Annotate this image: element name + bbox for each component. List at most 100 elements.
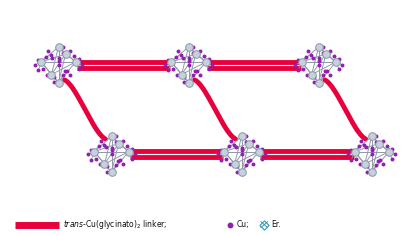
Point <box>102 146 109 149</box>
Point <box>256 150 262 153</box>
Text: Cu;: Cu; <box>237 220 249 229</box>
Point <box>55 45 62 49</box>
Point <box>247 158 253 162</box>
Point <box>336 67 342 71</box>
Point <box>238 170 245 174</box>
Point <box>185 45 192 49</box>
Point <box>227 163 233 166</box>
Point <box>250 163 256 166</box>
Point <box>189 51 196 55</box>
Point <box>60 51 66 55</box>
Point <box>361 143 368 147</box>
Point <box>324 69 330 72</box>
Point <box>231 143 238 147</box>
Point <box>322 69 328 73</box>
Point <box>316 59 322 63</box>
Point <box>320 74 326 77</box>
Point <box>190 45 196 49</box>
Point <box>376 142 382 145</box>
Point <box>369 146 375 150</box>
Point <box>238 135 245 138</box>
Point <box>304 73 311 77</box>
Point <box>51 80 58 84</box>
Point <box>32 63 39 67</box>
Point <box>262 152 268 156</box>
Point <box>326 50 333 53</box>
Point <box>361 162 368 166</box>
Point <box>165 58 172 62</box>
Point <box>108 135 115 138</box>
Point <box>218 158 225 162</box>
Point <box>108 148 115 152</box>
Point <box>101 143 108 147</box>
Point <box>88 158 95 162</box>
Point <box>76 57 82 61</box>
Point <box>174 73 180 77</box>
Point <box>221 150 228 153</box>
Point <box>162 63 169 67</box>
Point <box>113 140 119 144</box>
Point <box>222 157 229 161</box>
Point <box>373 163 379 167</box>
Point <box>113 135 119 138</box>
Point <box>339 63 345 67</box>
Point <box>226 223 233 227</box>
Point <box>113 163 119 167</box>
Point <box>302 55 309 59</box>
Point <box>316 56 322 60</box>
Point <box>206 57 212 61</box>
Point <box>320 51 326 55</box>
Point <box>62 52 69 56</box>
Point <box>332 60 339 64</box>
Point <box>327 73 333 77</box>
Point <box>66 50 73 53</box>
Point <box>104 164 111 168</box>
Point <box>215 152 222 156</box>
Point <box>129 147 135 151</box>
Point <box>295 58 302 62</box>
Point <box>181 80 187 84</box>
Point <box>358 139 364 143</box>
Point <box>316 63 322 67</box>
Point <box>259 157 265 161</box>
Point <box>132 152 138 156</box>
Point <box>108 146 115 150</box>
Point <box>323 52 329 56</box>
Point <box>295 68 302 72</box>
Point <box>42 55 49 59</box>
Point <box>178 53 185 57</box>
Point <box>348 158 355 162</box>
Point <box>174 50 181 53</box>
Point <box>377 158 383 162</box>
Point <box>238 152 245 156</box>
Point <box>178 73 185 76</box>
Point <box>336 57 342 61</box>
Point <box>60 45 66 49</box>
Point <box>97 139 104 143</box>
Point <box>209 63 215 67</box>
Point <box>254 144 261 148</box>
Point <box>92 157 99 161</box>
Point <box>231 162 238 166</box>
Point <box>206 67 212 71</box>
Point <box>245 159 251 162</box>
Point <box>165 68 172 72</box>
Point <box>227 139 234 143</box>
Point <box>373 140 379 144</box>
Point <box>308 53 315 57</box>
Point <box>116 158 123 162</box>
Point <box>91 150 98 153</box>
Point <box>348 148 355 152</box>
Point <box>292 63 299 67</box>
Point <box>72 60 79 64</box>
Point <box>85 152 92 156</box>
Point <box>48 53 55 57</box>
Point <box>55 56 62 60</box>
Text: Er.: Er. <box>271 220 281 229</box>
Point <box>356 144 362 148</box>
Point <box>192 52 199 56</box>
Point <box>242 140 249 144</box>
Point <box>384 144 390 148</box>
Point <box>192 69 198 73</box>
Point <box>197 73 203 77</box>
